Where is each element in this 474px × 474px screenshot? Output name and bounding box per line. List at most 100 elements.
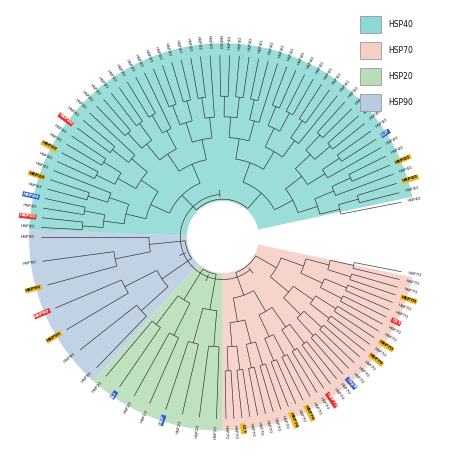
- Text: HSP90: HSP90: [22, 260, 36, 266]
- Wedge shape: [93, 237, 223, 431]
- Text: HSP40: HSP40: [405, 186, 419, 193]
- Text: HSP70: HSP70: [249, 423, 255, 438]
- Text: HSP40: HSP40: [278, 44, 286, 58]
- Wedge shape: [223, 195, 440, 279]
- Text: HSP40: HSP40: [174, 40, 182, 55]
- Text: HSP40: HSP40: [248, 36, 254, 51]
- Text: HSP40: HSP40: [347, 86, 360, 99]
- Text: HSP40: HSP40: [407, 196, 422, 203]
- Wedge shape: [223, 237, 414, 431]
- Text: HSP40: HSP40: [106, 70, 117, 83]
- Text: HSP70: HSP70: [394, 310, 409, 320]
- Text: HSP40: HSP40: [391, 146, 405, 155]
- Text: HSP73: HSP73: [326, 392, 338, 408]
- Text: HSP40: HSP40: [287, 47, 296, 62]
- Text: HSP40: HSP40: [297, 51, 306, 65]
- Text: HSP40: HSP40: [323, 66, 334, 80]
- Text: HSP40: HSP40: [34, 161, 48, 170]
- Text: HSP40: HSP40: [395, 155, 411, 164]
- Text: HSP20: HSP20: [388, 72, 413, 81]
- Text: HSP40: HSP40: [154, 46, 162, 60]
- Text: HSP70: HSP70: [374, 346, 387, 358]
- Text: HSP20: HSP20: [214, 425, 218, 439]
- Text: HSP70: HSP70: [405, 279, 420, 286]
- Text: HSP70: HSP70: [319, 397, 329, 411]
- Text: HSP40: HSP40: [218, 35, 222, 49]
- Text: CCT: CCT: [241, 424, 246, 434]
- FancyBboxPatch shape: [360, 68, 381, 84]
- Text: HSP40: HSP40: [58, 113, 73, 126]
- Text: HSP40: HSP40: [23, 203, 37, 209]
- Text: HSP70: HSP70: [352, 372, 364, 384]
- Text: HSP40: HSP40: [48, 132, 62, 143]
- FancyBboxPatch shape: [360, 16, 381, 33]
- Text: HSP40: HSP40: [66, 106, 80, 118]
- Text: HSP40: HSP40: [207, 35, 212, 49]
- Text: HSP40: HSP40: [41, 141, 57, 152]
- Wedge shape: [29, 230, 223, 381]
- Text: HSP40: HSP40: [306, 55, 316, 70]
- Text: HSP70: HSP70: [289, 412, 298, 428]
- Text: HSP20: HSP20: [176, 420, 183, 435]
- Text: HSP: HSP: [159, 415, 166, 426]
- FancyBboxPatch shape: [360, 94, 381, 110]
- Text: HSP70: HSP70: [339, 383, 351, 396]
- Text: HSP40: HSP40: [115, 64, 126, 78]
- Text: HSP20: HSP20: [123, 401, 133, 415]
- Text: HSP20: HSP20: [195, 423, 201, 438]
- Text: CCT: CCT: [391, 318, 401, 326]
- Text: HSP20: HSP20: [140, 409, 149, 423]
- Text: HSP70: HSP70: [224, 425, 228, 439]
- Wedge shape: [223, 192, 440, 282]
- Text: HSP70: HSP70: [311, 401, 322, 415]
- Text: HSP70: HSP70: [304, 405, 315, 421]
- Text: HSP40: HSP40: [374, 118, 388, 129]
- Text: HSP40: HSP40: [19, 213, 36, 219]
- Text: HSP40: HSP40: [386, 136, 400, 146]
- Text: HSP40: HSP40: [38, 151, 53, 161]
- Text: HSP70: HSP70: [403, 287, 418, 295]
- Text: HSP40: HSP40: [402, 175, 419, 183]
- Text: HSP40: HSP40: [196, 36, 201, 51]
- Text: HSP40: HSP40: [362, 100, 377, 113]
- Text: HSP70: HSP70: [383, 333, 397, 343]
- Text: HSP90: HSP90: [63, 352, 76, 364]
- Text: HSP70: HSP70: [332, 388, 344, 401]
- Text: HSP40: HSP40: [368, 109, 382, 121]
- Text: HSP40: HSP40: [332, 72, 343, 86]
- Text: CbpX: CbpX: [346, 377, 357, 390]
- Text: HSP40: HSP40: [340, 79, 352, 92]
- Wedge shape: [29, 43, 414, 237]
- Text: HSP40: HSP40: [134, 54, 144, 68]
- FancyBboxPatch shape: [360, 42, 381, 59]
- Text: HSP40: HSP40: [27, 182, 42, 189]
- Text: HSP40: HSP40: [21, 224, 35, 229]
- Text: HSP70: HSP70: [368, 353, 383, 366]
- Text: HSP90: HSP90: [34, 309, 50, 319]
- Text: HSP40: HSP40: [144, 49, 153, 64]
- Text: HSP70: HSP70: [232, 425, 237, 439]
- Text: HSP40: HSP40: [73, 98, 87, 110]
- Text: HSP40: HSP40: [228, 35, 232, 49]
- Text: HSP40: HSP40: [23, 192, 39, 199]
- Text: HSP70: HSP70: [273, 417, 281, 432]
- Text: HSP90: HSP90: [25, 285, 42, 293]
- Text: HSP40: HSP40: [124, 58, 135, 73]
- Text: HSP90: HSP90: [81, 371, 93, 384]
- Text: HSP70: HSP70: [363, 359, 376, 372]
- Text: HSP70: HSP70: [398, 303, 412, 311]
- Text: HSP40: HSP40: [164, 42, 172, 57]
- Text: HSP70: HSP70: [257, 421, 264, 436]
- Text: HSP90: HSP90: [20, 235, 35, 239]
- Text: HSP40: HSP40: [355, 93, 368, 106]
- Text: HSP70: HSP70: [378, 339, 394, 352]
- Text: HSP40: HSP40: [81, 90, 94, 103]
- Text: HSP70: HSP70: [407, 271, 422, 278]
- Text: HSP70: HSP70: [265, 419, 272, 434]
- Text: CLP: CLP: [380, 129, 390, 137]
- Text: HSP70: HSP70: [388, 46, 413, 55]
- Text: HSP40: HSP40: [185, 37, 191, 52]
- Text: HSP40: HSP40: [268, 41, 275, 55]
- Text: HSP70: HSP70: [357, 365, 370, 378]
- Text: HSP40: HSP40: [388, 20, 413, 29]
